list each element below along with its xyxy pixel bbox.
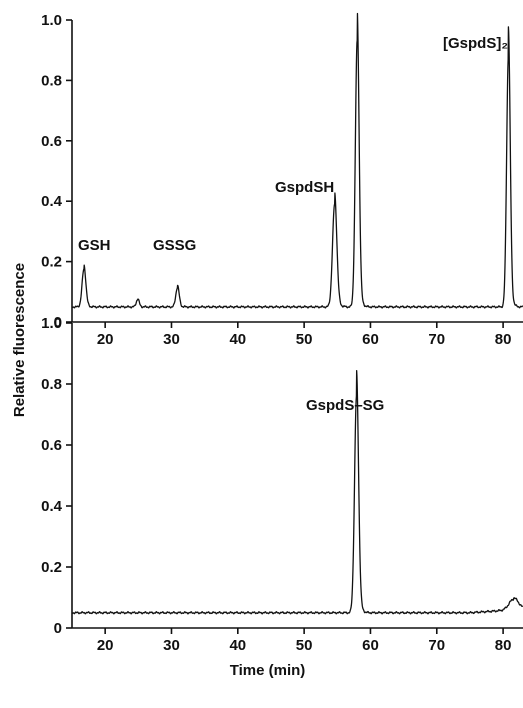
y-tick-label: 0.2 (41, 254, 62, 271)
x-tick-label: 50 (296, 637, 313, 654)
x-tick-label: 70 (428, 637, 445, 654)
y-tick-label: 0.8 (41, 72, 62, 89)
chart-panel-2: 0 0.2 0.4 0.6 0.8 1.0 20 30 40 50 60 70 80 GspdS–SG Ti… (41, 315, 523, 679)
peak-label: [GspdS]₂ (443, 35, 508, 52)
y-tick-label: 0.6 (41, 437, 62, 454)
x-tick-label: 20 (97, 637, 114, 654)
x-tick-label: 40 (229, 637, 246, 654)
x-axis-title: Time (min) (230, 662, 306, 679)
x-tick-label: 60 (362, 331, 379, 348)
x-tick-label: 30 (163, 637, 180, 654)
peak-label: GSSG (153, 237, 196, 254)
x-tick-label: 80 (495, 637, 512, 654)
y-tick-label: 0.4 (41, 498, 63, 515)
y-tick-label: 0.8 (41, 376, 62, 393)
y-tick-label: 0.4 (41, 193, 63, 210)
chromatogram-trace (71, 12, 523, 309)
y-tick-label: 1.0 (41, 315, 62, 332)
x-tick-label: 80 (495, 331, 512, 348)
y-tick-label: 1.0 (41, 12, 62, 29)
peak-label: GspdS–SG (306, 397, 384, 414)
y-tick-label: 0 (54, 620, 62, 637)
x-tick-label: 70 (428, 331, 445, 348)
chromatogram-trace (71, 370, 523, 615)
peak-label: GspdSH (275, 179, 334, 196)
x-tick-label: 30 (163, 331, 180, 348)
peak-label: GSH (78, 237, 111, 254)
y-tick-label: 0.2 (41, 559, 62, 576)
x-tick-label: 50 (296, 331, 313, 348)
y-tick-label: 0.6 (41, 133, 62, 150)
x-tick-label: 20 (97, 331, 114, 348)
chart-panel-1: 0 0.2 0.4 0.6 0.8 1.0 20 30 40 50 60 70 80 GSH GSSG Gsp… (41, 12, 523, 348)
y-axis-title: Relative fluorescence (11, 263, 28, 417)
x-tick-label: 40 (229, 331, 246, 348)
y-tick-label: 0 (54, 314, 62, 331)
x-tick-label: 60 (362, 637, 379, 654)
